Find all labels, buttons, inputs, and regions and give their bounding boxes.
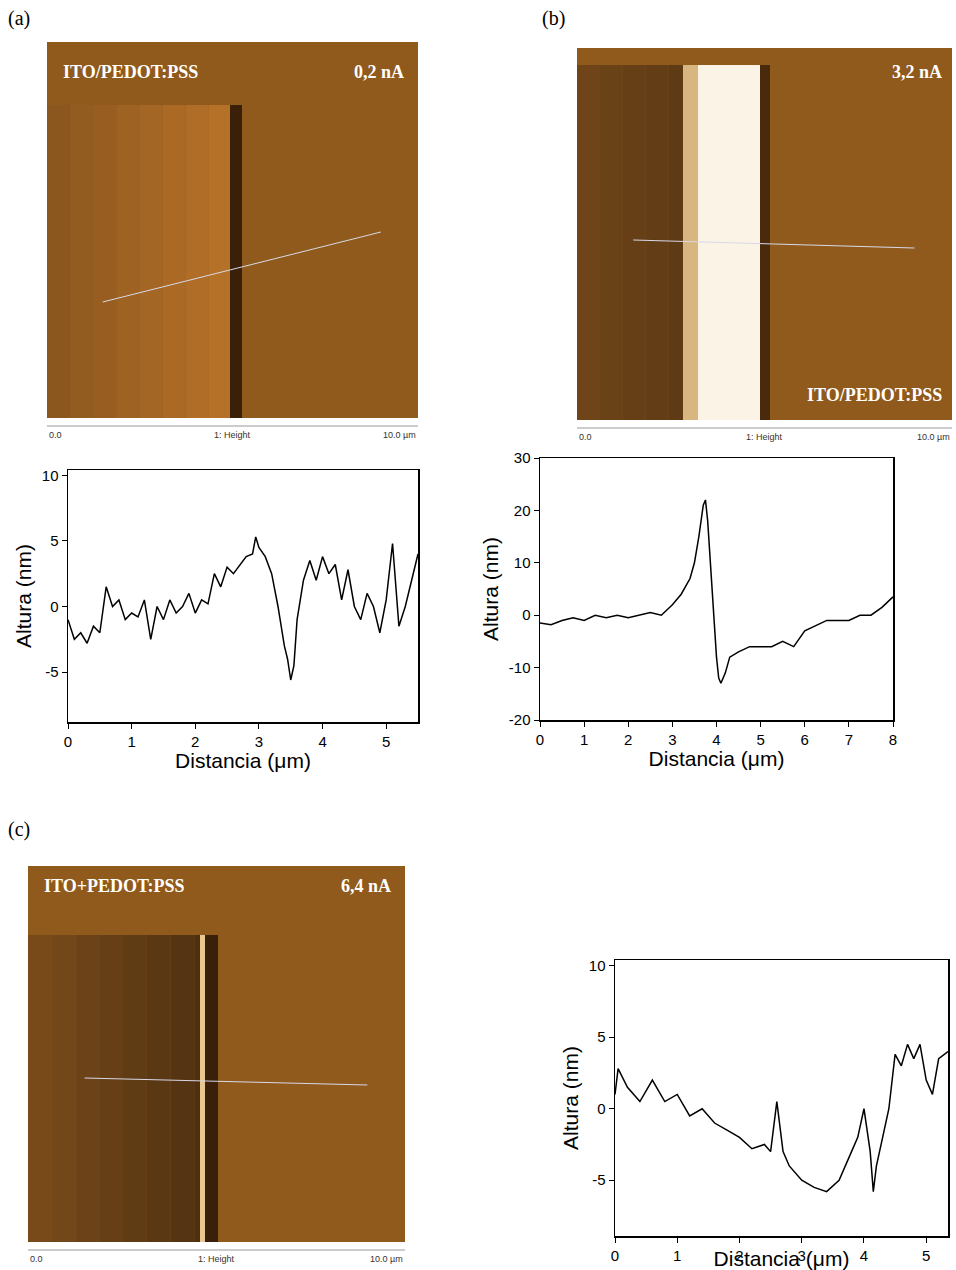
svg-text:0: 0 xyxy=(522,606,530,623)
svg-text:(c): (c) xyxy=(8,818,30,841)
svg-text:1: Height: 1: Height xyxy=(746,432,783,442)
svg-text:10.0 µm: 10.0 µm xyxy=(383,430,416,440)
svg-text:8: 8 xyxy=(889,731,897,748)
svg-text:3,2 nA: 3,2 nA xyxy=(892,62,942,82)
svg-text:2: 2 xyxy=(191,733,199,750)
svg-text:10: 10 xyxy=(514,554,531,571)
svg-text:6,4 nA: 6,4 nA xyxy=(341,876,391,896)
svg-text:4: 4 xyxy=(860,1247,868,1264)
svg-text:0: 0 xyxy=(536,731,544,748)
svg-text:0.0: 0.0 xyxy=(579,432,592,442)
svg-text:ITO/PEDOT:PSS: ITO/PEDOT:PSS xyxy=(807,385,942,405)
svg-text:5: 5 xyxy=(597,1028,605,1045)
svg-text:3: 3 xyxy=(255,733,263,750)
svg-text:0: 0 xyxy=(64,733,72,750)
svg-text:Altura (nm): Altura (nm) xyxy=(12,544,35,648)
svg-text:Distancia (μm): Distancia (μm) xyxy=(714,1247,850,1270)
svg-text:3: 3 xyxy=(798,1247,806,1264)
svg-text:10.0 µm: 10.0 µm xyxy=(370,1254,403,1264)
svg-text:20: 20 xyxy=(514,502,531,519)
svg-text:Distancia (μm): Distancia (μm) xyxy=(649,748,785,771)
svg-text:5: 5 xyxy=(50,532,58,549)
svg-text:Distancia (μm): Distancia (μm) xyxy=(175,750,311,773)
svg-text:2: 2 xyxy=(735,1247,743,1264)
svg-text:ITO/PEDOT:PSS: ITO/PEDOT:PSS xyxy=(63,62,198,82)
svg-text:-5: -5 xyxy=(45,663,58,680)
svg-text:5: 5 xyxy=(922,1247,930,1264)
svg-text:10.0 µm: 10.0 µm xyxy=(917,432,950,442)
svg-text:(b): (b) xyxy=(542,7,565,30)
svg-text:4: 4 xyxy=(712,731,720,748)
svg-text:-5: -5 xyxy=(592,1171,605,1188)
svg-text:10: 10 xyxy=(42,467,59,484)
svg-text:Altura (nm): Altura (nm) xyxy=(479,537,502,641)
svg-text:-20: -20 xyxy=(509,711,531,728)
svg-text:0: 0 xyxy=(611,1247,619,1264)
svg-text:ITO+PEDOT:PSS: ITO+PEDOT:PSS xyxy=(44,876,185,896)
svg-text:1: 1 xyxy=(580,731,588,748)
svg-text:0: 0 xyxy=(597,1100,605,1117)
svg-text:7: 7 xyxy=(845,731,853,748)
svg-text:1: 1 xyxy=(127,733,135,750)
svg-text:0.0: 0.0 xyxy=(30,1254,43,1264)
svg-text:0.0: 0.0 xyxy=(49,430,62,440)
svg-text:6: 6 xyxy=(801,731,809,748)
svg-text:0,2 nA: 0,2 nA xyxy=(354,62,404,82)
svg-text:30: 30 xyxy=(514,449,531,466)
svg-text:0: 0 xyxy=(50,598,58,615)
svg-text:(a): (a) xyxy=(8,7,30,30)
svg-text:5: 5 xyxy=(382,733,390,750)
svg-text:Altura (nm): Altura (nm) xyxy=(559,1046,582,1150)
svg-text:5: 5 xyxy=(756,731,764,748)
svg-text:2: 2 xyxy=(624,731,632,748)
svg-text:1: Height: 1: Height xyxy=(198,1254,235,1264)
svg-text:3: 3 xyxy=(668,731,676,748)
svg-text:4: 4 xyxy=(318,733,326,750)
svg-text:10: 10 xyxy=(589,957,606,974)
svg-text:1: 1 xyxy=(673,1247,681,1264)
svg-text:1: Height: 1: Height xyxy=(214,430,251,440)
svg-text:-10: -10 xyxy=(509,659,531,676)
